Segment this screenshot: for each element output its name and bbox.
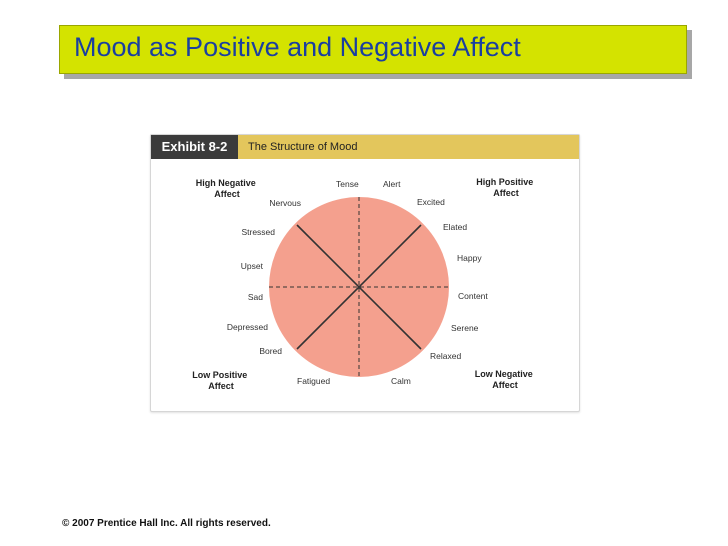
mood-label-bored: Bored <box>259 346 282 356</box>
corner-label-high-negative-affect: High Negative Affect <box>196 178 259 199</box>
slide-title: Mood as Positive and Negative Affect <box>74 32 521 62</box>
mood-label-serene: Serene <box>451 323 479 333</box>
mood-label-nervous: Nervous <box>269 198 301 208</box>
mood-label-sad: Sad <box>248 292 263 302</box>
copyright-notice: © 2007 Prentice Hall Inc. All rights res… <box>62 518 271 529</box>
mood-label-relaxed: Relaxed <box>430 351 461 361</box>
mood-label-depressed: Depressed <box>227 322 268 332</box>
title-bar: Mood as Positive and Negative Affect <box>59 25 687 74</box>
mood-label-tense: Tense <box>336 179 359 189</box>
mood-label-upset: Upset <box>241 261 264 271</box>
exhibit-header: Exhibit 8-2 The Structure of Mood <box>151 135 579 159</box>
mood-label-alert: Alert <box>383 179 401 189</box>
corner-label-low-positive-affect: Low Positive Affect <box>192 370 250 391</box>
mood-label-happy: Happy <box>457 253 482 263</box>
corner-label-low-negative-affect: Low Negative Affect <box>475 369 536 390</box>
mood-label-content: Content <box>458 291 488 301</box>
mood-structure-diagram: Tense Alert Excited Elated Happy Content… <box>192 177 536 391</box>
mood-label-excited: Excited <box>417 197 445 207</box>
mood-label-calm: Calm <box>391 376 411 386</box>
corner-label-high-positive-affect: High Positive Affect <box>476 177 536 198</box>
mood-label-elated: Elated <box>443 222 467 232</box>
exhibit-figure: Exhibit 8-2 The Structure of Mood Tense … <box>150 134 580 412</box>
mood-label-stressed: Stressed <box>241 227 275 237</box>
exhibit-name: The Structure of Mood <box>238 135 579 159</box>
positive-affect-axis <box>296 224 422 350</box>
exhibit-label: Exhibit 8-2 <box>151 135 238 159</box>
mood-label-fatigued: Fatigued <box>297 376 330 386</box>
